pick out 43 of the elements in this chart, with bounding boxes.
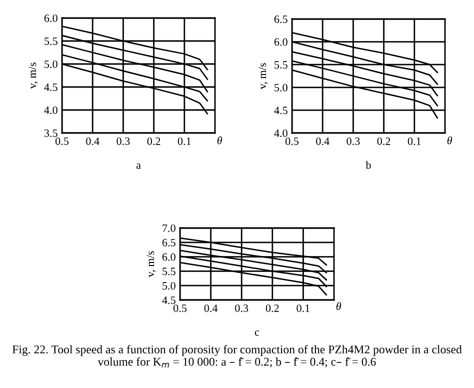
y-tick-label: 7.0 [162, 224, 176, 232]
text: b [366, 161, 371, 169]
x-axis-title: θ [217, 136, 222, 144]
y-tick-label: 5.5 [162, 268, 176, 276]
y-axis-title: v, m/s [146, 251, 156, 278]
y-tick-label: 5.0 [274, 84, 288, 92]
text: c [254, 330, 260, 336]
x-tick-label: 0.3 [346, 137, 360, 146]
x-tick-label: 0.3 [116, 137, 130, 146]
text: a [136, 163, 141, 169]
y-tick-label: 4.5 [274, 106, 288, 114]
y-tick-label: 5.0 [44, 60, 58, 68]
x-tick-label: 0.4 [204, 304, 218, 312]
y-tick-label: 4.5 [162, 296, 176, 304]
x-tick-label: 0.1 [296, 304, 310, 312]
y-tick-label: 4.0 [274, 129, 288, 138]
x-axis-title: θ [447, 136, 452, 144]
y-axis-title: v, m/s [258, 63, 268, 90]
y-tick-label: 4.0 [44, 106, 58, 114]
y-tick-label: 4.5 [44, 84, 58, 92]
y-tick-label: 6.0 [274, 38, 288, 46]
y-tick-label: 5.5 [44, 38, 58, 46]
y-tick-label: 6.5 [162, 238, 176, 246]
x-tick-label: 0.2 [377, 137, 390, 146]
x-tick-label: 0.5 [285, 137, 299, 146]
x-tick-label: 0.4 [86, 137, 100, 146]
x-tick-label: 0.3 [235, 304, 248, 312]
x-tick-label: 0.2 [266, 304, 279, 312]
x-tick-label: 0.5 [55, 137, 69, 146]
y-tick-label: 5.0 [162, 282, 176, 290]
y-tick-label: 3.5 [44, 129, 58, 138]
x-tick-label: 0.5 [173, 304, 187, 312]
y-tick-label: 6.0 [44, 14, 58, 22]
caption: Fig. 22. Tool speed as a function of porosity for compaction of the PZh4M2 powder in a closed volume for K$_{m}$ = 10 000: a – f̄ = 0.2; b – f̄ = 0.4; c– f̄ = 0.6 [12, 345, 462, 368]
x-tick-label: 0.1 [178, 137, 191, 146]
y-axis-title: v, m/s [28, 62, 38, 89]
x-tick-label: 0.2 [147, 137, 160, 146]
x-tick-label: 0.4 [316, 137, 330, 146]
y-tick-label: 6.0 [162, 253, 176, 261]
y-tick-label: 5.5 [274, 61, 288, 69]
x-tick-label: 0.1 [408, 137, 421, 146]
x-axis-title: θ [336, 302, 342, 310]
y-tick-label: 6.5 [274, 15, 288, 24]
